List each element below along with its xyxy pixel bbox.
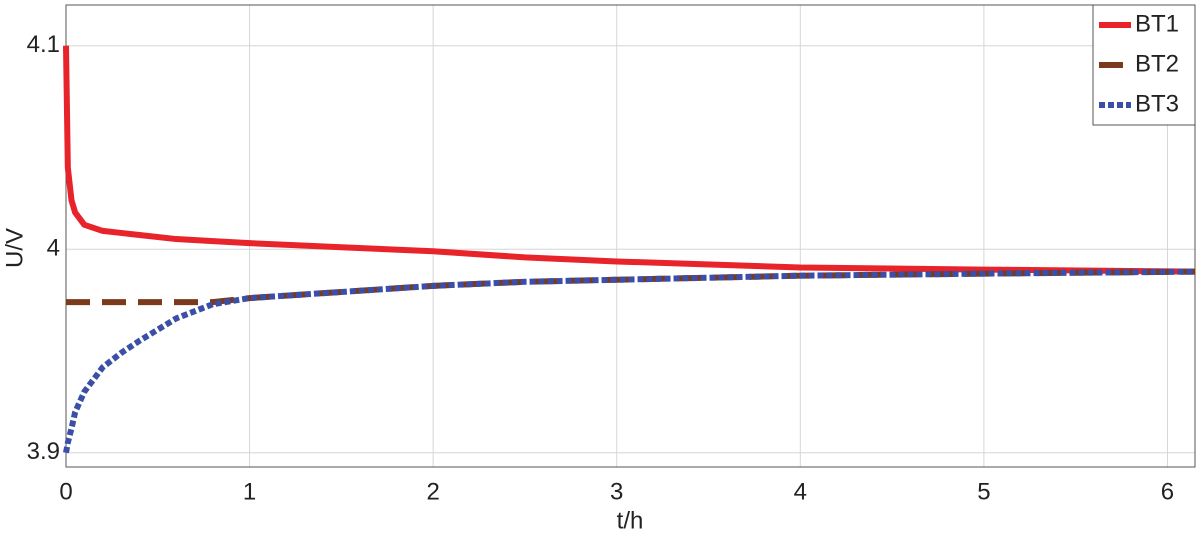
plot-frame	[65, 4, 1196, 468]
legend-label: BT3	[1135, 90, 1179, 117]
x-tick-label: 5	[977, 478, 990, 505]
y-axis-label: U/V	[1, 228, 28, 268]
y-tick-label: 3.9	[27, 438, 60, 465]
x-axis-label: t/h	[617, 507, 644, 534]
x-tick-label: 4	[794, 478, 807, 505]
series-line	[63, 45, 1196, 275]
series-line	[63, 268, 1196, 454]
legend-label: BT1	[1135, 10, 1179, 37]
legend-label: BT2	[1135, 50, 1179, 77]
x-tick-label: 2	[426, 478, 439, 505]
x-tick-label: 0	[59, 478, 72, 505]
x-tick-label: 3	[610, 478, 623, 505]
y-tick-label: 4	[47, 235, 60, 262]
y-tick-label: 4.1	[27, 31, 60, 58]
x-tick-label: 1	[243, 478, 256, 505]
x-tick-label: 6	[1161, 478, 1174, 505]
